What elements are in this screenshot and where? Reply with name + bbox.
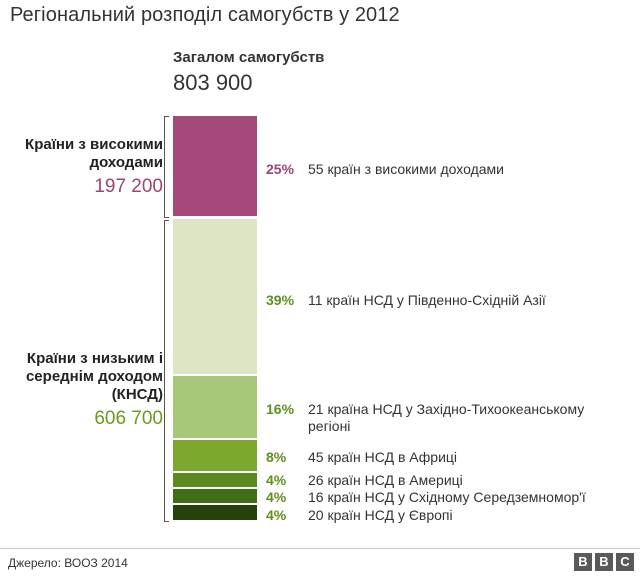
bar-segment-americas bbox=[173, 473, 257, 487]
chart-title: Регіональний розподіл самогубств у 2012 bbox=[10, 4, 400, 26]
bar-segment-south-east-asia bbox=[173, 219, 257, 374]
total-label: Загалом самогубств bbox=[173, 49, 325, 66]
bbc-logo-letter: B bbox=[595, 553, 613, 571]
bracket-high-income bbox=[164, 116, 169, 218]
segment-description-line: регіоні bbox=[308, 418, 351, 434]
pct-label: 39% bbox=[266, 292, 295, 308]
segment-description: 45 країн НСД в Африці bbox=[308, 449, 458, 465]
pct-label: 25% bbox=[266, 161, 295, 177]
bbc-logo: B B C bbox=[574, 553, 634, 571]
segment-description: 21 країна НСД у Західно-Тихоокеанському … bbox=[308, 401, 584, 435]
segment-description: 20 країн НСД у Європі bbox=[308, 507, 453, 523]
group-value-high-income: 197 200 bbox=[94, 176, 163, 197]
group-label-high-income: Країни з високими доходами bbox=[0, 136, 163, 172]
bar-segment-high-income bbox=[173, 116, 257, 216]
pct-label: 16% bbox=[266, 401, 295, 417]
group-label-line: середнім доходом bbox=[25, 368, 163, 385]
group-label-line: Країни з низьким і bbox=[26, 350, 163, 367]
group-value-low-middle-income: 606 700 bbox=[94, 408, 163, 429]
footer-divider bbox=[0, 548, 640, 549]
pct-label: 4% bbox=[266, 489, 287, 505]
bracket-low-middle-income bbox=[164, 220, 169, 522]
group-label-line: (КНСД) bbox=[111, 386, 163, 403]
bbc-logo-letter: C bbox=[616, 553, 634, 571]
bar-segment-eastern-mediterranean bbox=[173, 489, 257, 503]
total-value: 803 900 bbox=[173, 70, 253, 95]
source-note: Джерело: ВООЗ 2014 bbox=[8, 556, 128, 570]
bar-segment-europe bbox=[173, 505, 257, 520]
group-label-low-middle-income: Країни з низьким і середнім доходом (КНС… bbox=[0, 350, 163, 404]
bar-segment-africa bbox=[173, 440, 257, 471]
segment-description: 26 країн НСД в Америці bbox=[308, 472, 463, 488]
bbc-logo-letter: B bbox=[574, 553, 592, 571]
group-label-line: Країни з високими bbox=[25, 136, 163, 153]
segment-description-line: 21 країна НСД у Західно-Тихоокеанському bbox=[308, 401, 585, 417]
segment-description: 11 країн НСД у Південно-Східній Азії bbox=[308, 292, 546, 308]
pct-label: 4% bbox=[266, 472, 287, 488]
segment-description: 55 країн з високими доходами bbox=[308, 161, 504, 177]
pct-label: 8% bbox=[266, 449, 287, 465]
pct-label: 4% bbox=[266, 507, 287, 523]
segment-description: 16 країн НСД у Східному Середземномор'ї bbox=[308, 489, 586, 505]
group-label-line: доходами bbox=[89, 154, 163, 171]
bar-segment-western-pacific bbox=[173, 376, 257, 438]
